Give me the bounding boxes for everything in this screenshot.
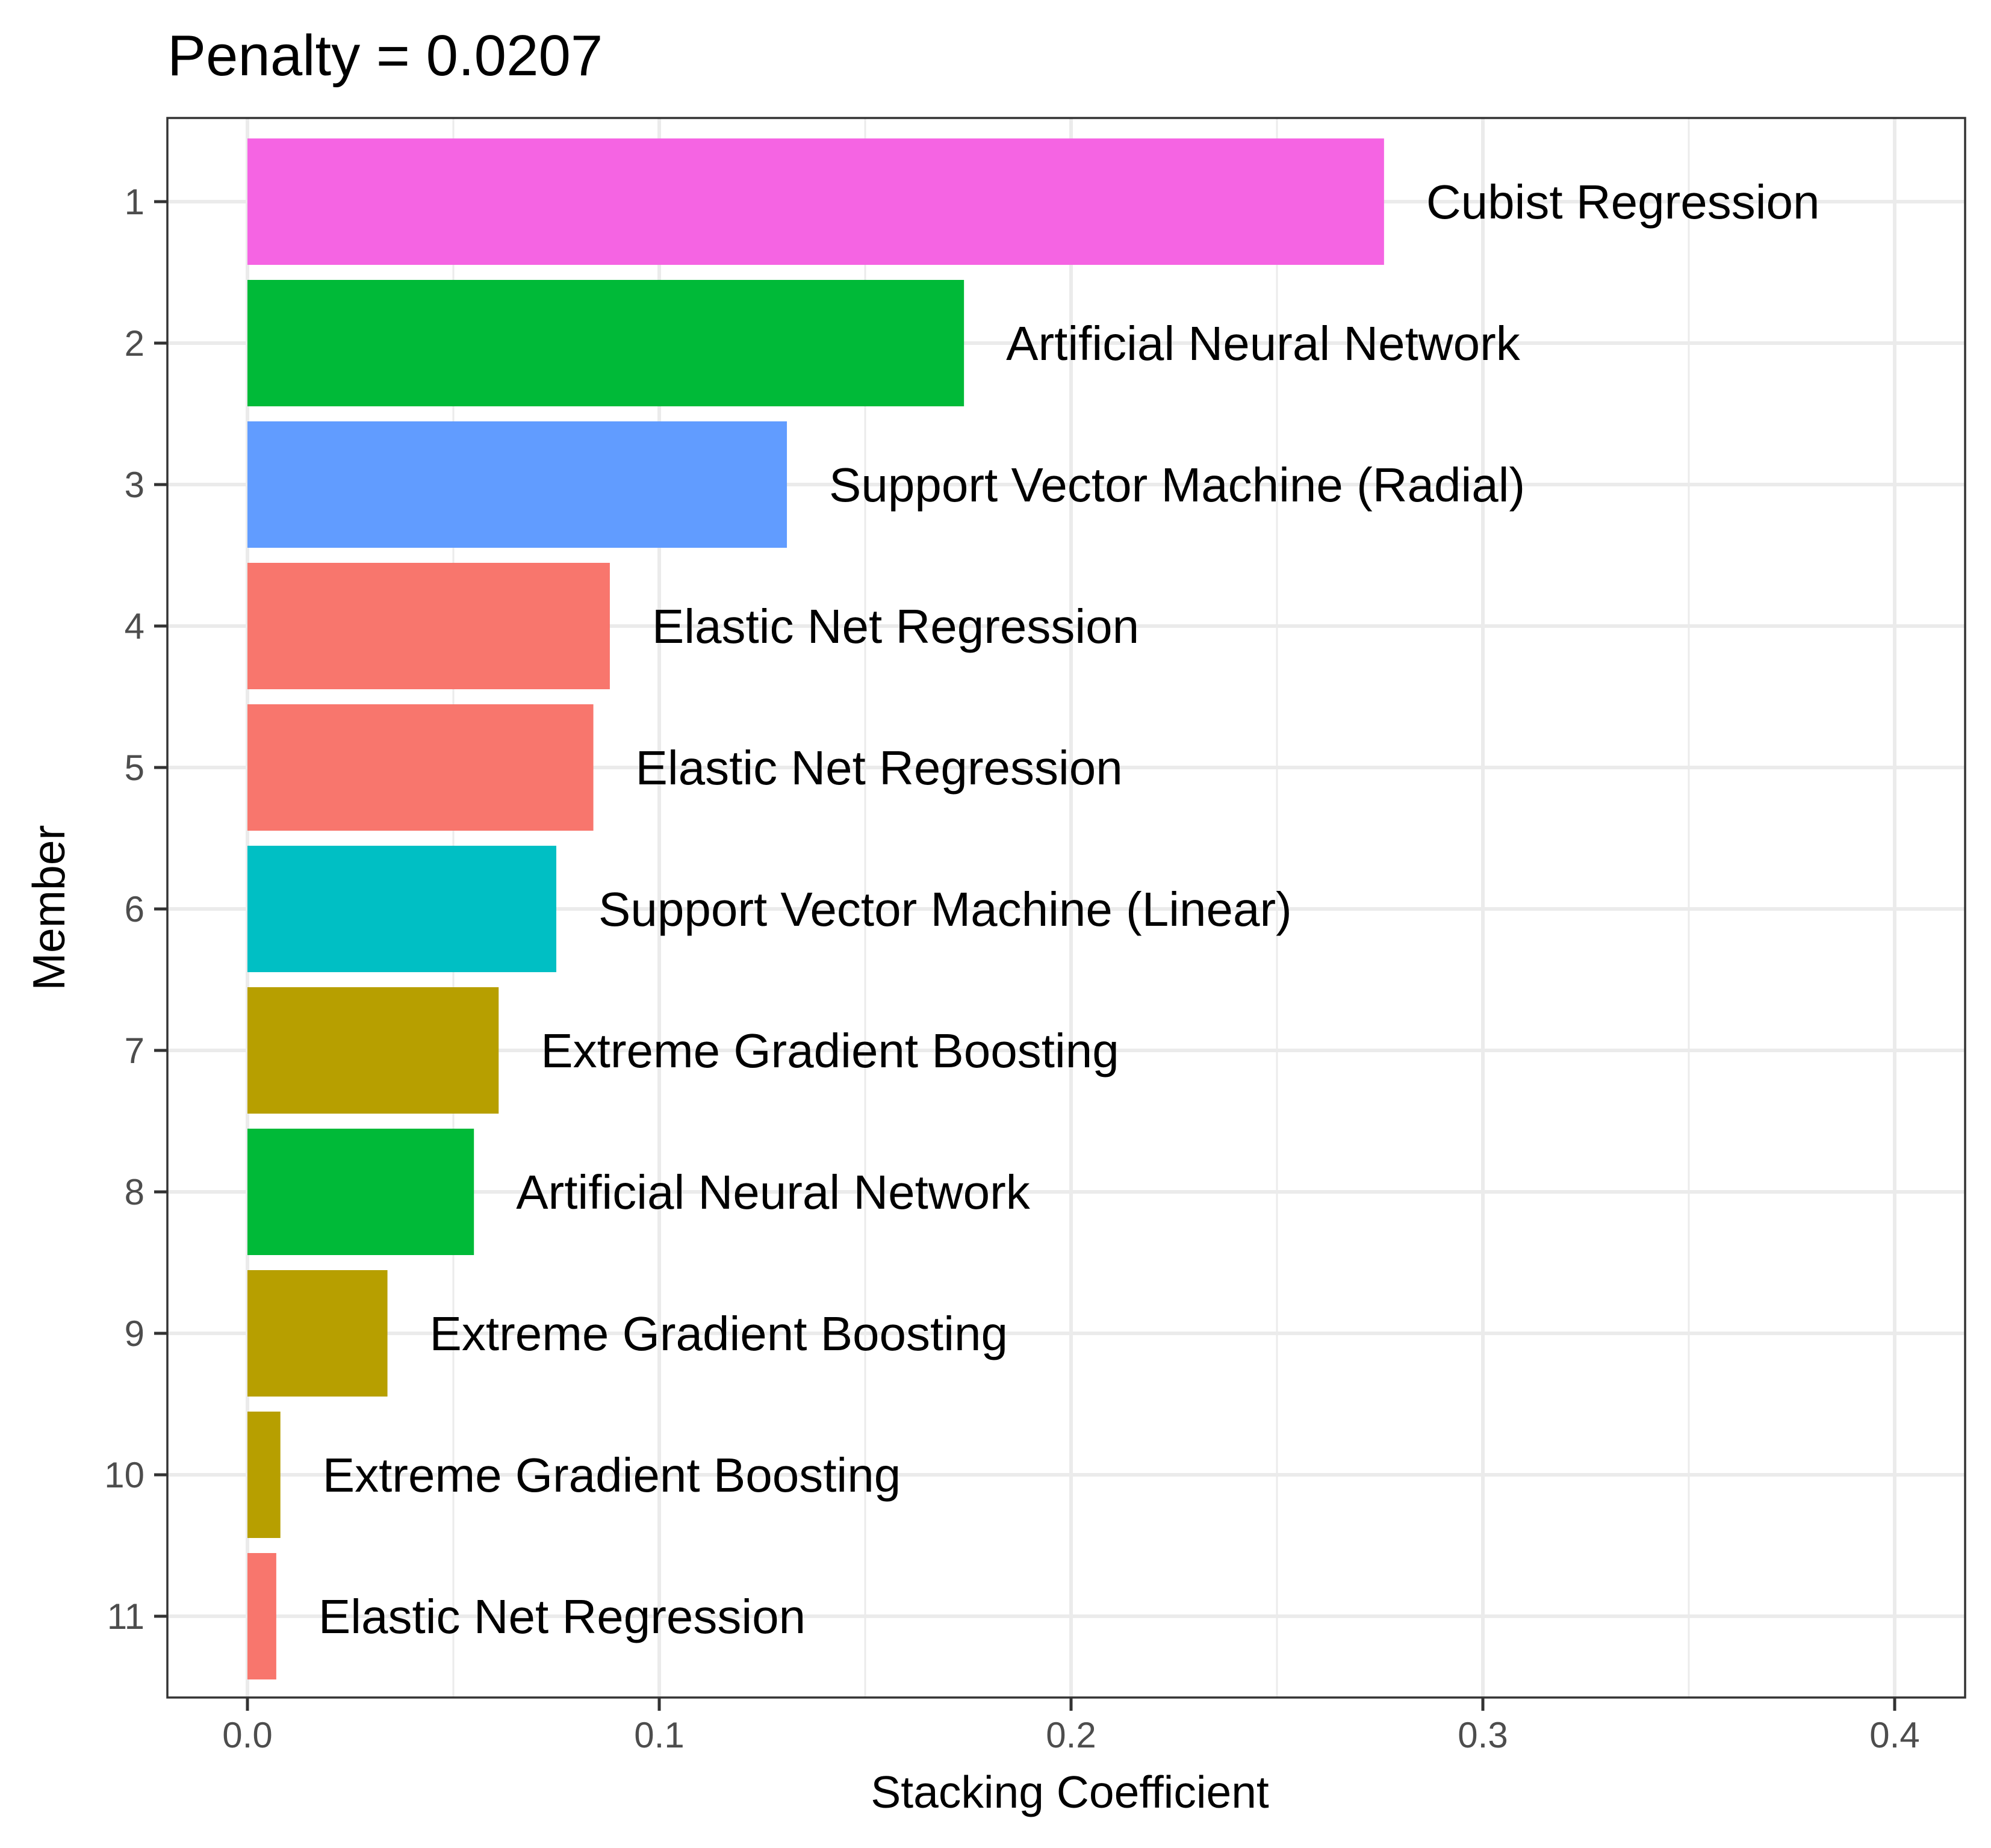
bar-member-9 bbox=[247, 1270, 388, 1397]
y-tick-label: 6 bbox=[125, 889, 144, 929]
bar-label-member-4: Elastic Net Regression bbox=[652, 600, 1139, 653]
y-tick-label: 9 bbox=[125, 1313, 144, 1354]
bar-label-member-5: Elastic Net Regression bbox=[636, 741, 1123, 795]
x-tick-label: 0.1 bbox=[634, 1715, 684, 1755]
bar-member-7 bbox=[247, 987, 499, 1114]
y-axis-title: Member bbox=[23, 825, 74, 990]
bar-label-member-9: Extreme Gradient Boosting bbox=[430, 1307, 1008, 1360]
x-tick-label: 0.4 bbox=[1869, 1715, 1919, 1755]
y-tick-label: 7 bbox=[125, 1031, 144, 1071]
bar-label-member-3: Support Vector Machine (Radial) bbox=[829, 458, 1525, 512]
x-tick-label: 0.2 bbox=[1046, 1715, 1096, 1755]
bar-label-member-7: Extreme Gradient Boosting bbox=[541, 1024, 1119, 1077]
bar-label-member-2: Artificial Neural Network bbox=[1006, 317, 1521, 370]
bar-label-member-10: Extreme Gradient Boosting bbox=[323, 1448, 901, 1502]
x-tick-label: 0.0 bbox=[222, 1715, 272, 1755]
y-tick-label: 3 bbox=[125, 465, 144, 505]
bar-layer bbox=[247, 138, 1384, 1679]
y-tick-label: 11 bbox=[107, 1596, 144, 1637]
y-tick-label: 10 bbox=[104, 1455, 144, 1495]
bar-member-10 bbox=[247, 1412, 281, 1538]
bar-member-1 bbox=[247, 138, 1384, 265]
x-axis-title: Stacking Coefficient bbox=[871, 1767, 1269, 1817]
bar-member-5 bbox=[247, 704, 594, 831]
bar-member-8 bbox=[247, 1129, 474, 1255]
x-tick-label: 0.3 bbox=[1458, 1715, 1508, 1755]
bar-member-4 bbox=[247, 563, 610, 689]
bar-label-member-8: Artificial Neural Network bbox=[516, 1165, 1031, 1219]
bar-label-layer: Cubist Regression Artificial Neural Netwo… bbox=[318, 175, 1820, 1643]
bar-member-11 bbox=[247, 1553, 276, 1679]
tick-layer: 0.0 0.1 0.2 0.3 0.4 1 2 3 4 5 6 7 8 9 10 11 bbox=[104, 182, 1919, 1755]
bar-label-member-1: Cubist Regression bbox=[1426, 175, 1820, 229]
bar-label-member-6: Support Vector Machine (Linear) bbox=[598, 882, 1292, 936]
y-tick-label: 2 bbox=[125, 323, 144, 364]
bar-member-3 bbox=[247, 421, 787, 548]
bar-member-6 bbox=[247, 846, 556, 972]
bar-label-member-11: Elastic Net Regression bbox=[318, 1590, 806, 1643]
y-tick-label: 8 bbox=[125, 1172, 144, 1212]
chart-title: Penalty = 0.0207 bbox=[167, 23, 603, 88]
bar-member-2 bbox=[247, 280, 964, 406]
y-tick-label: 4 bbox=[125, 606, 144, 646]
y-tick-label: 5 bbox=[125, 748, 144, 788]
y-tick-label: 1 bbox=[125, 182, 144, 222]
